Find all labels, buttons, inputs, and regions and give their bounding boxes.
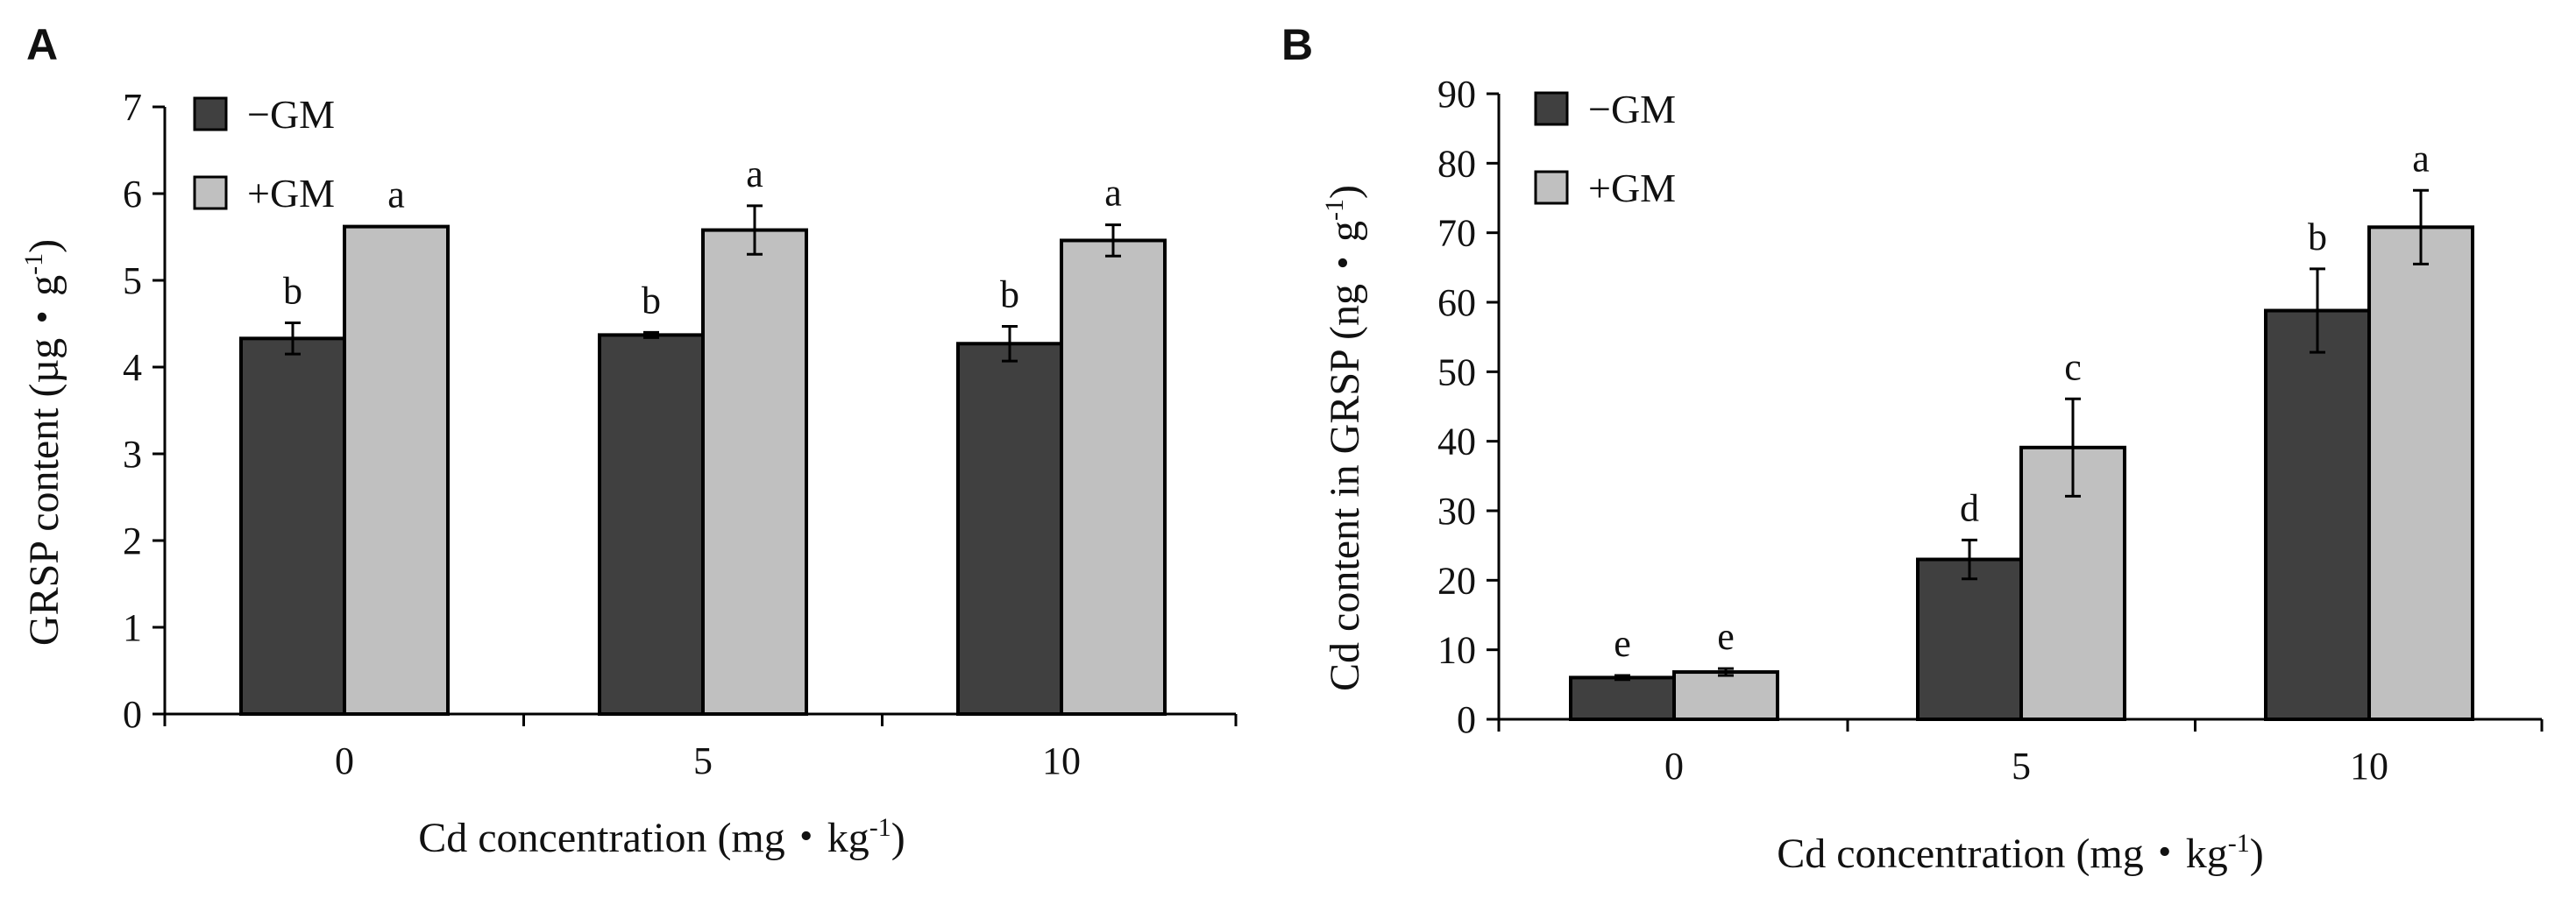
panel-b-x-tick-label: 5: [2012, 745, 2031, 788]
panel-a-legend-swatch-minus-gm: [193, 96, 228, 131]
panel-b-xlabel-sup: -1: [2228, 829, 2250, 858]
panel-a-legend-swatch-plus-gm: [193, 175, 228, 210]
panel-b-ylabel-end: ): [1322, 185, 1368, 199]
panel-b-xlabel-end: ): [2250, 831, 2264, 877]
panel-a-bar-minus-gm: [239, 336, 346, 716]
panel-b-significance-letter-minus-gm: d: [1960, 486, 1979, 529]
panel-b-legend: −GM +GM: [1534, 87, 1676, 210]
panel-b-significance-letter-minus-gm: e: [1614, 622, 1631, 665]
panel-b-legend-swatch-plus-gm: [1534, 170, 1569, 205]
panel-b-y-tick-label: 60: [1437, 281, 1476, 324]
panel-b-y-tick-label: 0: [1457, 698, 1476, 741]
panel-a-xlabel-end: ): [891, 815, 905, 861]
panel-a-y-tick-label: 4: [123, 346, 142, 389]
panel-a-significance-letter-plus-gm: a: [387, 173, 405, 216]
panel-b-ylabel: Cd content in GRSP (ng・g: [1322, 221, 1368, 691]
panel-b-legend-label-plus-gm: +GM: [1588, 166, 1676, 210]
panel-b-x-axis-title: Cd concentration (mg・kg-1): [1777, 829, 2264, 877]
panel-a-y-tick-label: 2: [123, 520, 142, 562]
panel-b-plot: 0 10 20 30 40 50 60 70 80 90 0 5 10 e d b e c a: [1437, 73, 2544, 788]
panel-b-significance-letter-plus-gm: e: [1717, 615, 1735, 658]
panel-a-bar-plus-gm: [701, 228, 808, 716]
panel-a-legend-label-plus-gm: +GM: [247, 171, 335, 216]
panel-a-xlabel-sup: -1: [869, 813, 891, 842]
panel-b-y-tick-label: 10: [1437, 629, 1476, 672]
panel-a-y-tick-label: 5: [123, 259, 142, 302]
panel-a-x-axis-title: Cd concentration (mg・kg-1): [418, 813, 905, 861]
panel-b-xlabel: Cd concentration (mg・kg: [1777, 831, 2228, 877]
panel-a-y-tick-label: 0: [123, 693, 142, 736]
panel-b-y-tick-label: 90: [1437, 73, 1476, 116]
panel-a-y-tick-label: 3: [123, 433, 142, 476]
panel-b-bar-minus-gm: [2264, 308, 2371, 721]
panel-b: B Cd content in GRSP (ng・g-1) Cd concent…: [1281, 20, 2544, 877]
panel-a-ylabel-sup: -1: [19, 253, 48, 275]
panel-b-ylabel-sup: -1: [1320, 199, 1349, 221]
panel-a-significance-letter-minus-gm: b: [1000, 272, 1019, 315]
panel-b-y-tick-label: 40: [1437, 421, 1476, 463]
panel-a-y-axis-title: GRSP content (µg・g-1): [19, 239, 67, 646]
panel-a-x-tick-label: 5: [693, 739, 713, 782]
panel-a-bar-plus-gm: [1060, 238, 1167, 716]
panel-b-bar-plus-gm: [2367, 225, 2474, 721]
panel-b-bar-plus-gm: [1672, 670, 1779, 722]
panel-a: A GRSP content (µg・g-1) Cd concentration…: [19, 20, 1238, 861]
panel-b-bar-minus-gm: [1916, 557, 2023, 721]
panel-b-legend-swatch-minus-gm: [1534, 91, 1569, 126]
panel-a-significance-letter-plus-gm: a: [746, 152, 763, 195]
panel-b-y-tick-label: 20: [1437, 559, 1476, 602]
panel-b-y-axis-title: Cd content in GRSP (ng・g-1): [1320, 185, 1368, 691]
panel-a-x-tick-label: 0: [335, 739, 354, 782]
panel-a-x-tick-label: 10: [1042, 739, 1081, 782]
panel-a-y-tick-label: 6: [123, 173, 142, 216]
panel-a-legend: −GM +GM: [193, 92, 335, 216]
panel-a-xlabel: Cd concentration (mg・kg: [418, 815, 869, 861]
panel-a-y-tick-label: 7: [123, 86, 142, 129]
panel-a-plot: 0 1 2 3 4 5 6 7 0 5 10 b b b a a a: [123, 86, 1238, 782]
panel-a-letter: A: [26, 20, 58, 69]
panel-b-significance-letter-plus-gm: c: [2064, 345, 2082, 388]
panel-b-y-axis-title-text: Cd content in GRSP (ng・g-1): [1320, 185, 1368, 691]
panel-a-y-axis-title-text: GRSP content (µg・g-1): [19, 239, 67, 646]
panel-b-y-tick-label: 70: [1437, 212, 1476, 255]
panel-b-bar-minus-gm: [1569, 675, 1676, 722]
panel-b-significance-letter-plus-gm: a: [2412, 137, 2430, 180]
panel-b-x-tick-label: 0: [1664, 745, 1684, 788]
panel-a-legend-label-minus-gm: −GM: [247, 92, 335, 137]
panel-b-significance-letter-minus-gm: b: [2308, 216, 2327, 258]
panel-a-significance-letter-plus-gm: a: [1104, 172, 1122, 215]
panel-b-y-tick-label: 50: [1437, 350, 1476, 393]
panel-a-bar-minus-gm: [956, 342, 1063, 716]
panel-b-y-tick-label: 30: [1437, 490, 1476, 533]
panel-a-bar-plus-gm: [343, 224, 450, 716]
panel-a-significance-letter-minus-gm: b: [642, 279, 661, 322]
panel-a-y-tick-label: 1: [123, 606, 142, 649]
panel-b-x-tick-label: 10: [2350, 745, 2388, 788]
panel-b-y-tick-label: 80: [1437, 142, 1476, 185]
panel-b-letter: B: [1281, 20, 1313, 69]
panel-a-ylabel-end: ): [21, 239, 67, 253]
panel-a-ylabel: GRSP content (µg・g: [21, 275, 67, 646]
panel-b-legend-label-minus-gm: −GM: [1588, 87, 1676, 131]
panel-a-significance-letter-minus-gm: b: [283, 270, 302, 313]
panel-a-bar-minus-gm: [598, 333, 705, 716]
